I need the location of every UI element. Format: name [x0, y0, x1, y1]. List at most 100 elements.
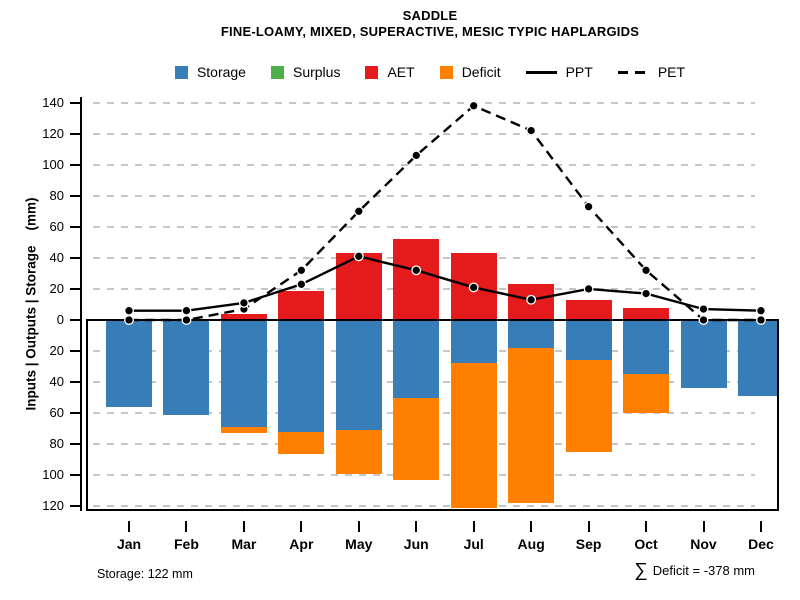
deficit-bar — [220, 427, 267, 434]
legend-item-ppt: PPT — [525, 64, 593, 80]
month-label: Apr — [289, 536, 314, 552]
storage-bar — [393, 320, 440, 398]
x-tick — [587, 521, 590, 532]
chart-title: SADDLE — [402, 8, 458, 23]
deficit-bar — [450, 363, 497, 508]
x-tick — [645, 521, 648, 532]
y-tick — [70, 256, 80, 259]
y-tick-label: 20 — [49, 343, 64, 359]
legend-item-aet: AET — [365, 64, 415, 80]
bars-layer — [80, 97, 779, 511]
deficit-bar — [565, 360, 612, 452]
month-label: Feb — [173, 536, 199, 552]
y-tick — [70, 505, 80, 508]
ppt-swatch-icon — [525, 70, 557, 74]
storage-bar — [220, 320, 267, 428]
storage-bar — [450, 320, 497, 364]
chart-subtitle: FINE-LOAMY, MIXED, SUPERACTIVE, MESIC TY… — [220, 24, 640, 39]
y-tick-label: 40 — [49, 249, 64, 265]
legend-item-deficit: Deficit — [439, 64, 501, 80]
y-tick-label: 80 — [49, 187, 64, 203]
aet-bar — [508, 284, 555, 320]
deficit-annotation: ∑ Deficit = -378 mm — [634, 561, 755, 580]
storage-bar — [508, 320, 555, 348]
legend-item-surplus: Surplus — [270, 64, 341, 80]
y-tick — [70, 474, 80, 477]
y-tick-label: 80 — [49, 436, 64, 452]
y-tick-label: 0 — [56, 312, 64, 327]
x-tick — [300, 521, 303, 532]
x-tick — [128, 521, 130, 532]
y-tick — [70, 319, 80, 321]
surplus-swatch-icon — [270, 65, 284, 79]
plot-area: 140 120 100 80 60 40 20 0 20 40 60 80 100 120 Jan Feb M… — [42, 95, 780, 552]
storage-bar — [278, 320, 325, 432]
month-label: Nov — [690, 536, 717, 552]
y-tick — [70, 194, 80, 197]
aet-bar — [278, 290, 325, 320]
chart-legend: Storage Surplus AET Deficit PPT PET — [80, 64, 780, 80]
y-tick-label: 120 — [42, 498, 64, 514]
legend-label: AET — [387, 64, 415, 80]
storage-bar — [565, 320, 612, 361]
deficit-bar — [393, 397, 440, 480]
month-label: May — [345, 536, 373, 552]
aet-swatch-icon — [365, 65, 379, 79]
storage-bar — [680, 320, 727, 389]
x-tick — [415, 521, 418, 532]
legend-label: Storage — [196, 64, 246, 80]
y-tick — [70, 443, 80, 446]
storage-bar — [737, 320, 779, 397]
deficit-bar — [508, 347, 555, 504]
storage-swatch-icon — [174, 65, 188, 79]
storage-bar — [335, 320, 382, 431]
pet-swatch-icon — [617, 70, 649, 74]
deficit-bar — [335, 430, 382, 474]
aet-bar — [623, 307, 670, 320]
legend-item-storage: Storage — [174, 64, 246, 80]
x-tick — [185, 521, 188, 532]
y-tick-label: 60 — [49, 218, 64, 234]
y-tick — [70, 101, 80, 104]
y-tick — [70, 163, 80, 166]
month-label: Aug — [517, 536, 545, 552]
legend-label: Deficit — [461, 64, 501, 80]
aet-bar — [393, 239, 440, 320]
x-tick — [472, 521, 475, 532]
gridline — [93, 505, 755, 508]
y-tick — [70, 350, 80, 353]
legend-label: PET — [657, 64, 686, 80]
y-tick — [70, 412, 80, 415]
y-tick-label: 100 — [42, 467, 64, 483]
y-tick — [70, 225, 80, 228]
y-tick — [70, 287, 80, 290]
y-tick-label: 20 — [49, 280, 64, 296]
x-tick — [759, 521, 762, 532]
y-tick-label: 120 — [42, 125, 64, 141]
aet-bar — [335, 253, 382, 320]
month-label: Jul — [463, 536, 484, 552]
month-label: Oct — [634, 536, 658, 552]
aet-bar — [565, 299, 612, 320]
legend-item-pet: PET — [617, 64, 686, 80]
y-axis-line — [80, 97, 82, 511]
storage-bar — [163, 320, 210, 415]
x-tick — [242, 521, 245, 532]
y-tick-label: 40 — [49, 374, 64, 390]
x-tick — [530, 521, 533, 532]
deficit-bar — [278, 431, 325, 454]
y-tick-label: 140 — [42, 94, 64, 110]
aet-bar — [450, 253, 497, 320]
gridline — [93, 101, 755, 104]
deficit-annotation-text: Deficit = -378 mm — [652, 563, 755, 578]
storage-bar — [623, 320, 670, 375]
legend-label: Surplus — [292, 64, 341, 80]
month-label: Jun — [403, 536, 429, 552]
month-label: Jan — [116, 536, 142, 552]
deficit-bar — [623, 374, 670, 414]
legend-label: PPT — [565, 64, 593, 80]
month-label: Dec — [748, 536, 774, 552]
y-tick — [70, 132, 80, 135]
sigma-symbol: ∑ — [634, 560, 648, 581]
